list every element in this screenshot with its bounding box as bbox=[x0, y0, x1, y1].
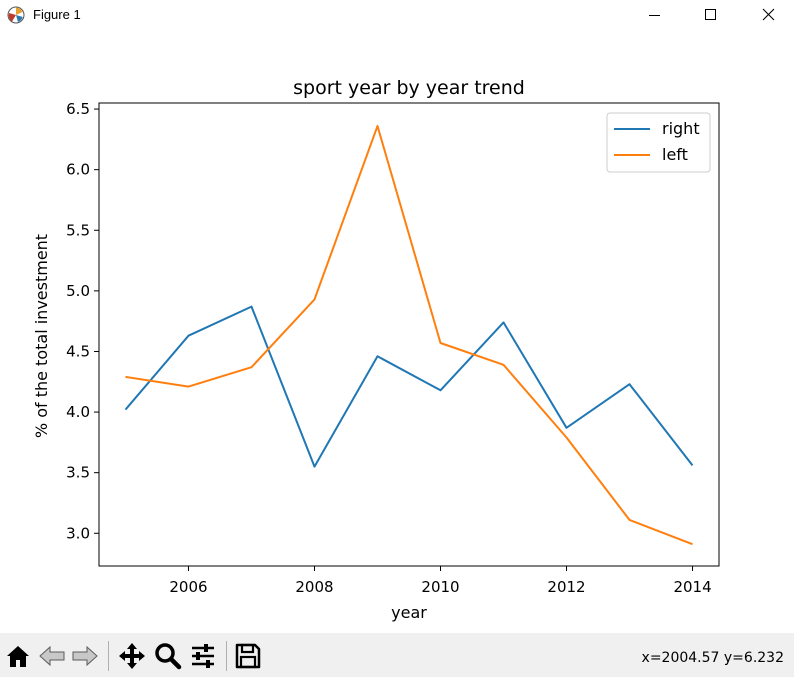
y-tick-label: 4.5 bbox=[66, 342, 90, 360]
window-title: Figure 1 bbox=[33, 7, 81, 22]
configure-subplots-icon[interactable] bbox=[188, 641, 218, 671]
legend: right left bbox=[606, 112, 711, 173]
toolbar-separator bbox=[226, 641, 227, 671]
y-tick-label: 4.0 bbox=[66, 403, 90, 421]
x-tick-label: 2012 bbox=[547, 578, 585, 596]
x-tick-label: 2006 bbox=[169, 578, 207, 596]
axes-frame bbox=[98, 102, 720, 567]
x-tick-label: 2008 bbox=[295, 578, 333, 596]
home-icon[interactable] bbox=[3, 641, 33, 671]
series-line-left bbox=[125, 125, 693, 546]
legend-label-left: left bbox=[662, 145, 688, 164]
x-tick-label: 2014 bbox=[673, 578, 711, 596]
x-axis-label: year bbox=[391, 603, 427, 622]
series-line-right bbox=[124, 305, 694, 468]
x-tick-label: 2010 bbox=[421, 578, 459, 596]
y-tick-label: 6.0 bbox=[66, 161, 90, 179]
figure-canvas[interactable]: sport year by year trend 2006 2008 2010 201… bbox=[0, 30, 794, 633]
plot-area: 2006 2008 2010 2012 2014 3.0 3.5 4.0 4.5 5.0 5.5 6.… bbox=[66, 100, 720, 596]
save-icon[interactable] bbox=[233, 641, 263, 671]
y-tick-label: 3.0 bbox=[66, 524, 90, 542]
legend-label-right: right bbox=[662, 119, 700, 138]
zoom-icon[interactable] bbox=[153, 641, 183, 671]
y-tick-label: 6.5 bbox=[66, 100, 90, 118]
pan-icon[interactable] bbox=[117, 641, 147, 671]
matplotlib-app-icon bbox=[7, 6, 25, 24]
minimize-button[interactable] bbox=[632, 0, 678, 30]
cursor-coordinates: x=2004.57 y=6.232 bbox=[641, 650, 784, 666]
forward-icon[interactable] bbox=[70, 641, 100, 671]
maximize-button[interactable] bbox=[687, 0, 733, 30]
legend-box bbox=[606, 112, 711, 173]
toolbar-separator bbox=[108, 641, 109, 671]
y-tick-label: 3.5 bbox=[66, 464, 90, 482]
y-tick-label: 5.0 bbox=[66, 282, 90, 300]
back-icon[interactable] bbox=[37, 641, 67, 671]
y-tick-label: 5.5 bbox=[66, 221, 90, 239]
chart-title: sport year by year trend bbox=[293, 77, 525, 99]
navigation-toolbar: x=2004.57 y=6.232 bbox=[0, 633, 794, 677]
y-axis-label: % of the total investment bbox=[32, 234, 51, 438]
close-button[interactable] bbox=[745, 0, 791, 30]
title-bar: Figure 1 bbox=[0, 0, 794, 30]
